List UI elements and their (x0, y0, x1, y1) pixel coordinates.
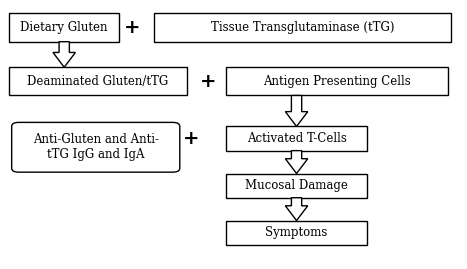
FancyArrow shape (285, 151, 308, 174)
FancyBboxPatch shape (226, 174, 367, 198)
Text: Tissue Transglutaminase (tTG): Tissue Transglutaminase (tTG) (211, 21, 394, 34)
Text: Dietary Gluten: Dietary Gluten (21, 21, 108, 34)
FancyBboxPatch shape (226, 126, 367, 151)
FancyArrow shape (53, 42, 75, 67)
FancyBboxPatch shape (226, 221, 367, 245)
FancyArrow shape (285, 198, 308, 221)
Text: +: + (199, 73, 216, 90)
FancyBboxPatch shape (226, 67, 448, 95)
FancyArrow shape (285, 95, 308, 126)
FancyBboxPatch shape (154, 13, 451, 42)
Text: Antigen Presenting Cells: Antigen Presenting Cells (263, 75, 411, 88)
Text: +: + (183, 130, 200, 147)
Text: Anti-Gluten and Anti-
tTG IgG and IgA: Anti-Gluten and Anti- tTG IgG and IgA (33, 133, 159, 161)
Text: Deaminated Gluten/tTG: Deaminated Gluten/tTG (28, 75, 169, 88)
FancyBboxPatch shape (9, 13, 119, 42)
FancyBboxPatch shape (9, 67, 187, 95)
FancyBboxPatch shape (12, 122, 180, 172)
Text: Symptoms: Symptoms (265, 226, 328, 239)
Text: +: + (124, 19, 141, 37)
Text: Activated T-Cells: Activated T-Cells (247, 132, 347, 145)
Text: Mucosal Damage: Mucosal Damage (245, 179, 348, 192)
